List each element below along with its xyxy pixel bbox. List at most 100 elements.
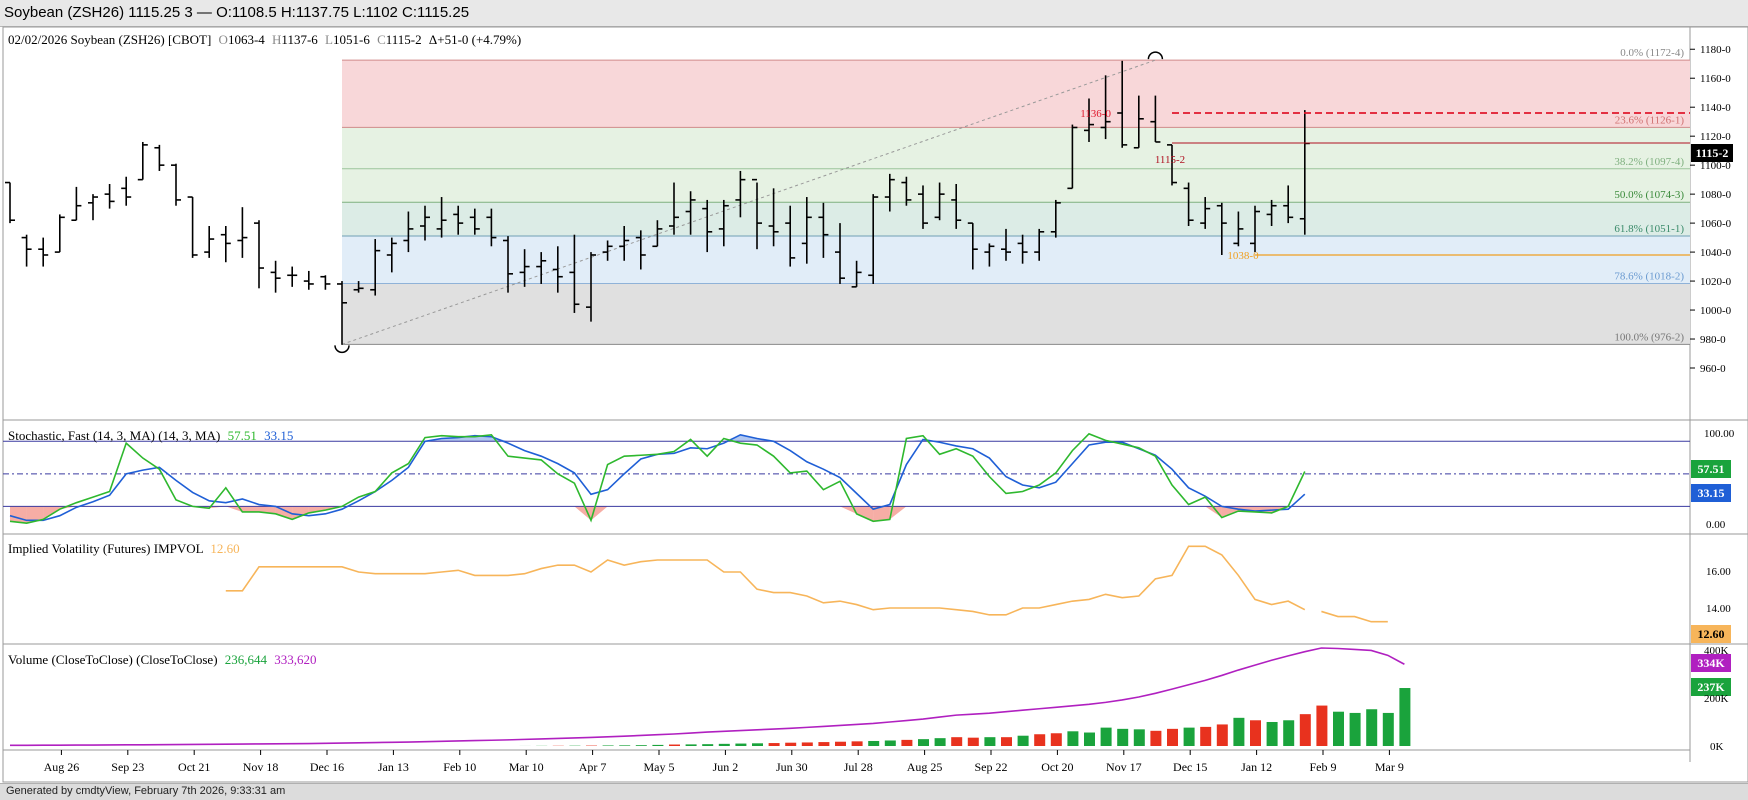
price-tick-label: 960-0 [1700,363,1726,375]
ivol-axis-label-14: 14.00 [1706,603,1731,615]
stoch-d-badge: 33.15 [1691,484,1731,502]
volume-bar [769,743,780,746]
date-tick-label: May 5 [644,760,675,774]
fib-zone [342,60,1690,127]
volume-bar [636,745,647,746]
date-tick-label: Aug 26 [44,760,80,774]
volume-bar [1383,713,1394,746]
chart-canvas[interactable]: 0.0% (1172-4) 23.6% (1126-1) 38.2% (1097-4… [0,0,1748,783]
volume-bar [686,744,697,746]
volume-bar [1150,731,1161,746]
volume-bar [1051,733,1062,746]
volume-bar [1067,731,1078,746]
price-tick-label: 1060-0 [1700,218,1732,230]
volume-bar [1101,728,1112,746]
date-tick-label: Nov 18 [243,760,279,774]
price-tick-label: 1000-0 [1700,305,1732,317]
fib-zone [342,202,1690,236]
volume-bar [818,742,829,746]
date-tick-label: Nov 17 [1106,760,1142,774]
volume-bar [1283,720,1294,746]
volume-bar [1001,737,1012,746]
date-tick-label: Mar 9 [1375,760,1404,774]
ivol-badge: 12.60 [1691,625,1731,643]
volume-bar [619,745,630,746]
date-tick-label: Sep 23 [111,760,144,774]
svg-text:12.60: 12.60 [1698,627,1725,641]
volume-bar [984,737,995,746]
volume-bar [719,744,730,746]
price-tick-label: 1120-0 [1700,131,1731,143]
stoch-k-badge: 57.51 [1691,460,1731,478]
volume-bar [1366,709,1377,746]
volume-bar [951,737,962,746]
date-tick-label: Dec 15 [1173,760,1207,774]
fib-zone [342,284,1690,345]
fib-zone [342,127,1690,168]
volume-bar [901,740,912,746]
svg-text:237K: 237K [1697,680,1725,694]
volume-bar [968,738,979,746]
date-tick-label: Jan 13 [378,760,409,774]
ivol-header: Implied Volatility (Futures) IMPVOL 12.6… [8,541,240,556]
svg-text:1115-2: 1115-2 [1696,146,1729,160]
stoch-axis-label-0: 0.00 [1706,519,1726,531]
volume-bar [1200,727,1211,746]
volume-bar [603,745,614,746]
volume-bar [1034,734,1045,746]
volume-axis-label-0k: 0K [1710,741,1724,753]
fibonacci-retracement[interactable]: 0.0% (1172-4) 23.6% (1126-1) 38.2% (1097-4… [335,47,1690,352]
volume-bar [868,741,879,746]
last-price-label: 1115-2 [1155,154,1185,166]
date-tick-label: Jun 2 [713,760,739,774]
fib-zone [342,169,1690,202]
price-tick-label: 1080-0 [1700,189,1732,201]
ivol-axis-label-16: 16.00 [1706,566,1731,578]
volume-bar [1399,688,1410,746]
volume-bar [835,742,846,746]
date-tick-label: Mar 10 [509,760,544,774]
date-tick-label: Dec 16 [310,760,344,774]
footer-text: Generated by cmdtyView, February 7th 202… [6,785,285,797]
volume-bar [918,739,929,746]
date-tick-label: Jan 12 [1241,760,1272,774]
price-tick-label: 1020-0 [1700,276,1732,288]
volume-axis-label-400k: 400K [1704,645,1729,657]
fib-zone [342,236,1690,284]
date-tick-label: Oct 21 [178,760,210,774]
fib-level-label: 78.6% (1018-2) [1614,271,1684,283]
date-tick-label: Feb 9 [1310,760,1337,774]
fib-level-label: 50.0% (1074-3) [1614,189,1684,201]
volume-bar [1184,728,1195,746]
volume-bar [785,743,796,746]
price-tick-label: 1160-0 [1700,73,1731,85]
svg-text:57.51: 57.51 [1698,462,1725,476]
volume-bar [1134,729,1145,746]
fib-level-label: 0.0% (1172-4) [1620,47,1684,59]
resistance-label: 1136-0 [1080,108,1111,120]
volume-bar [1084,733,1095,746]
volume-bar [1350,713,1361,746]
volume-bar [652,745,663,746]
volume-bar [1233,718,1244,746]
volume-bar [1333,712,1344,746]
volume-bar [1316,706,1327,746]
fib-level-label: 23.6% (1126-1) [1615,114,1685,126]
date-tick-label: Jun 30 [776,760,808,774]
volume-bar [752,743,763,746]
volume-bar [1217,724,1228,746]
price-tick-label: 1180-0 [1700,44,1731,56]
date-tick-label: Jul 28 [844,760,873,774]
fib-level-label: 100.0% (976-2) [1614,331,1684,343]
volume-bar [1267,722,1278,746]
fib-level-label: 61.8% (1051-1) [1614,223,1684,235]
volume-bar [885,740,896,746]
volume-bar [1300,714,1311,746]
volume-bar [1250,720,1261,746]
volume-bar [1167,729,1178,746]
oversold-fill [242,506,259,512]
volume-bar [935,738,946,746]
oversold-fill [10,506,27,523]
fib-level-label: 38.2% (1097-4) [1614,156,1684,168]
volume-bar [702,744,713,746]
